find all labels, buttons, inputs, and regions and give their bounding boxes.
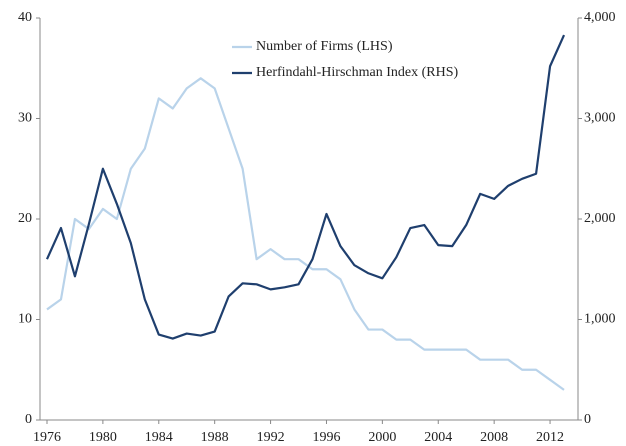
y2-tick-label: 4,000 bbox=[584, 10, 616, 25]
legend-label: Number of Firms (LHS) bbox=[256, 39, 393, 54]
x-tick-label: 1988 bbox=[201, 430, 229, 445]
x-tick-label: 2004 bbox=[424, 430, 452, 445]
y2-tick-label: 2,000 bbox=[584, 211, 616, 226]
x-tick-label: 1980 bbox=[89, 430, 117, 445]
x-tick-label: 2000 bbox=[368, 430, 396, 445]
line-series bbox=[46, 77, 565, 391]
y2-tick-label: 1,000 bbox=[584, 312, 616, 327]
y-tick-label: 40 bbox=[18, 10, 32, 25]
x-tick-label: 2012 bbox=[536, 430, 564, 445]
x-tick-label: 1996 bbox=[312, 430, 340, 445]
y-tick-label: 30 bbox=[18, 111, 32, 126]
x-tick-label: 2008 bbox=[480, 430, 508, 445]
y2-tick-label: 3,000 bbox=[584, 111, 616, 126]
legend-label: Herfindahl-Hirschman Index (RHS) bbox=[256, 65, 459, 80]
y-tick-label: 20 bbox=[18, 211, 32, 226]
y-tick-label: 10 bbox=[18, 312, 32, 327]
line-series bbox=[45, 34, 566, 340]
x-tick-label: 1984 bbox=[145, 430, 173, 445]
y-tick-label: 0 bbox=[25, 412, 32, 427]
y2-tick-label: 0 bbox=[584, 412, 591, 427]
x-tick-label: 1992 bbox=[257, 430, 285, 445]
x-tick-label: 1976 bbox=[33, 430, 61, 445]
